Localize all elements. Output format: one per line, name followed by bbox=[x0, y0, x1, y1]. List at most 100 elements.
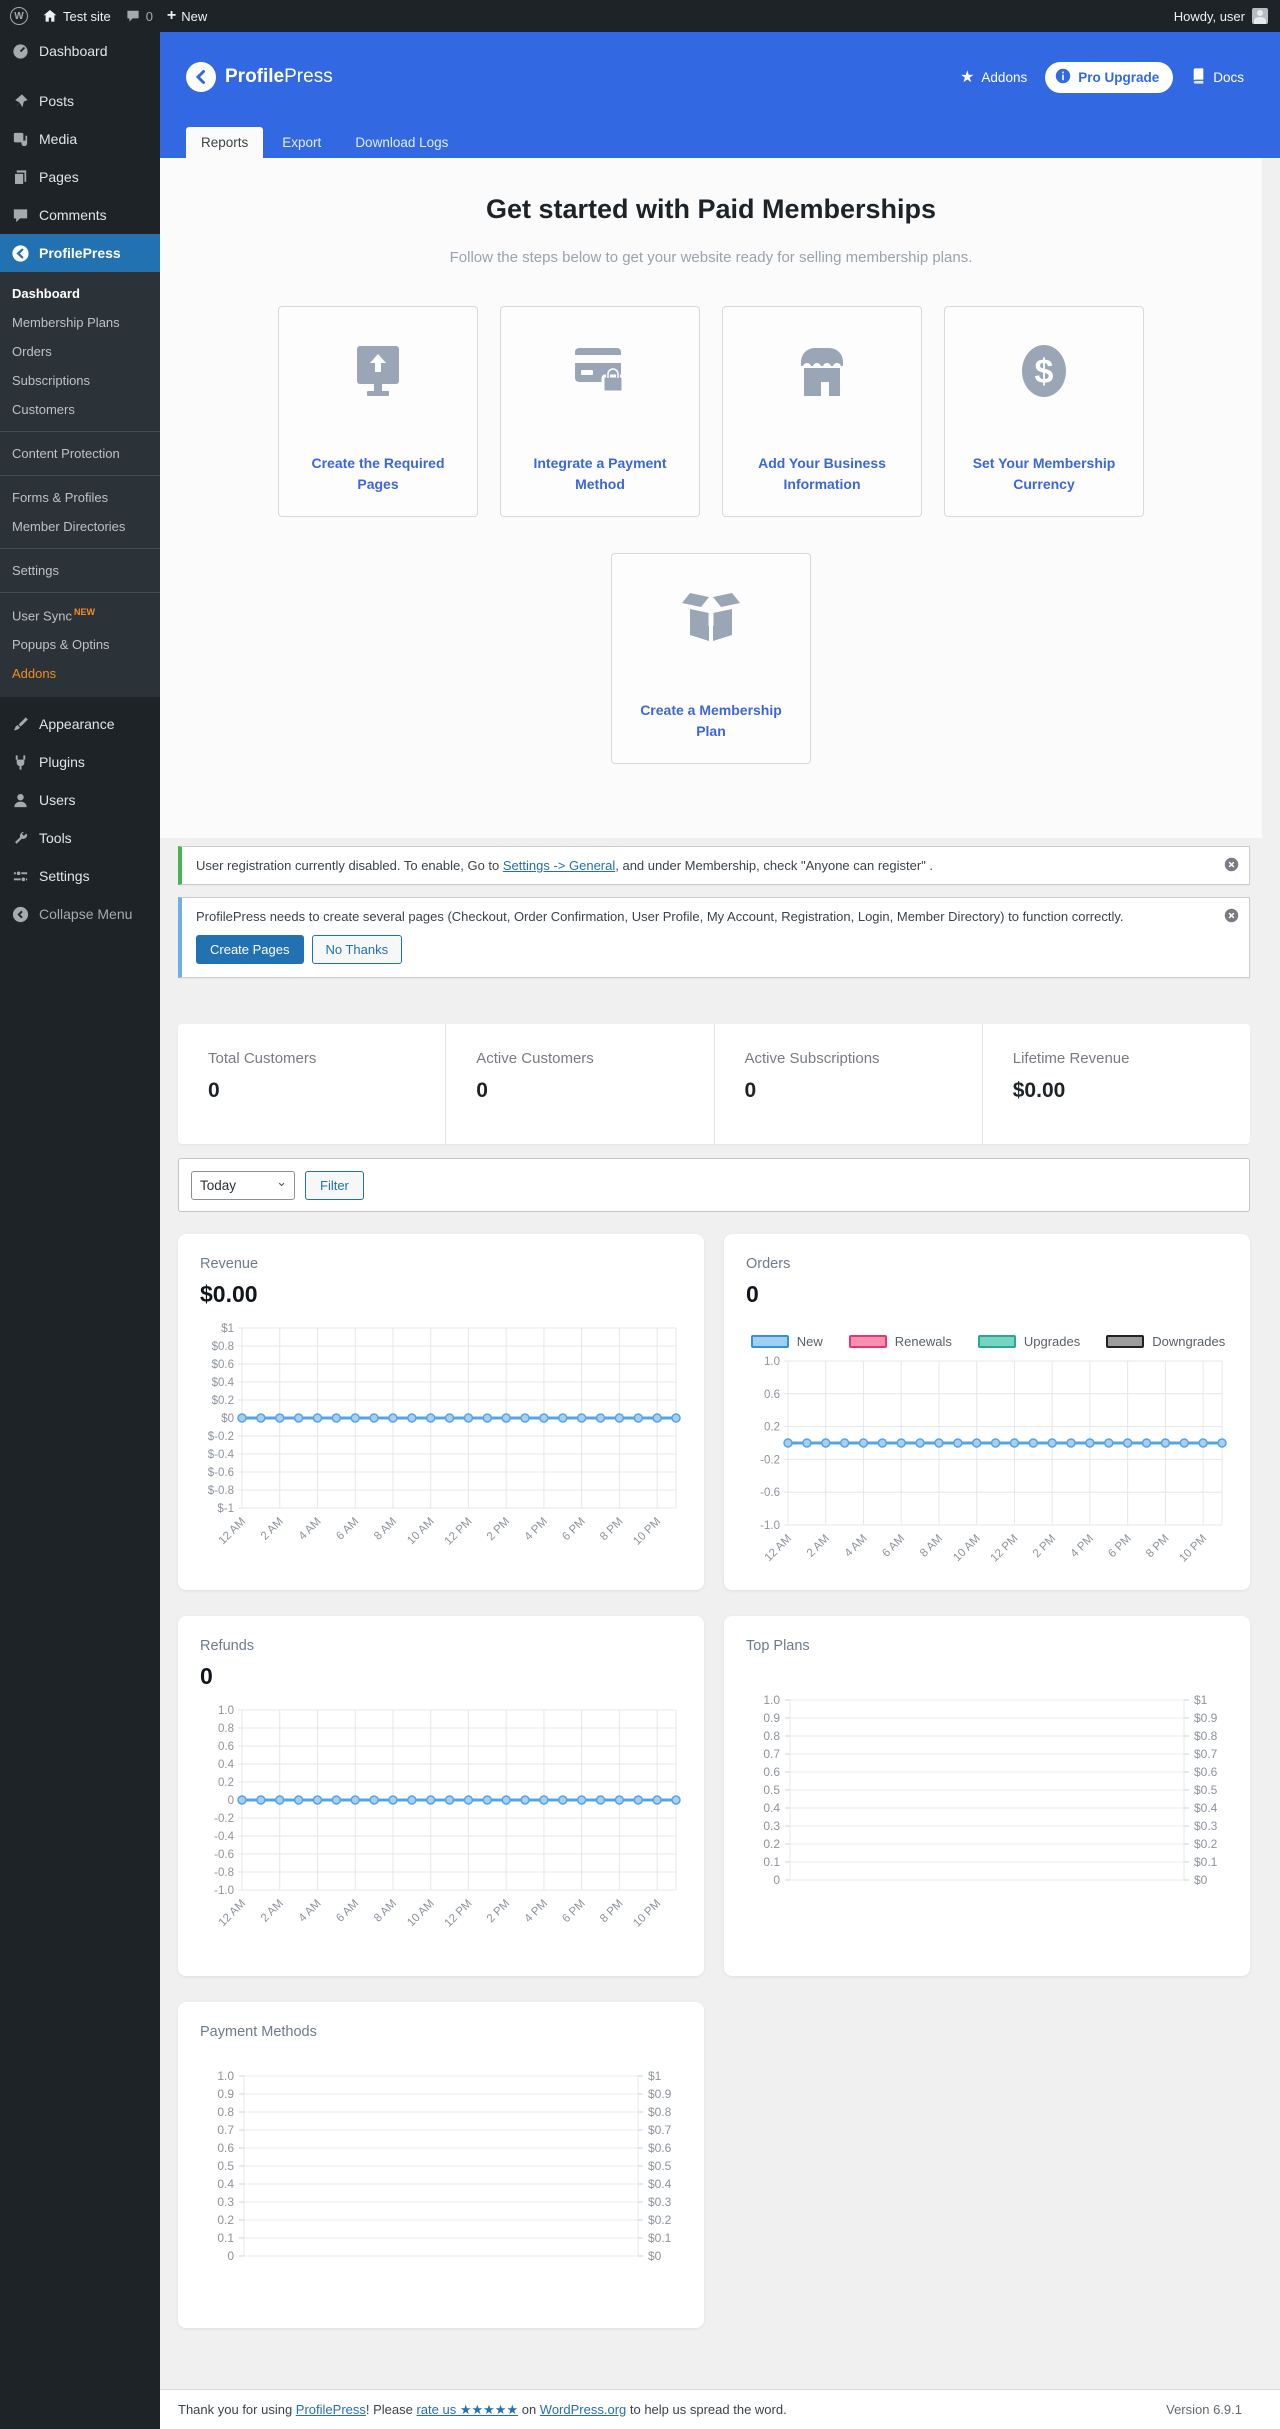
plus-icon: + bbox=[166, 7, 177, 24]
svg-text:6 PM: 6 PM bbox=[560, 1898, 587, 1925]
refunds-chart[interactable]: 1.0 0.8 0.6 0.4 0.2 0 -0.2 -0.4 -0.6 -0.8 -1.0 12 A… bbox=[200, 1700, 684, 1951]
dashboard-icon bbox=[10, 41, 30, 61]
filter-button[interactable]: Filter bbox=[305, 1170, 364, 1200]
svg-text:4 AM: 4 AM bbox=[843, 1533, 870, 1560]
dismiss-icon[interactable] bbox=[1224, 908, 1239, 926]
tab-export[interactable]: Export bbox=[282, 135, 322, 150]
home-icon bbox=[42, 8, 58, 24]
avatar[interactable] bbox=[1252, 8, 1268, 24]
submenu-item-content-protection[interactable]: Content Protection bbox=[12, 446, 120, 461]
top-plans-chart[interactable]: 1.0 $1 0.9 $0.9 0.8 $0.8 0.7 $0.7 0.6 $0.6 0.5 $0.5… bbox=[746, 1690, 1230, 1901]
svg-text:0.6: 0.6 bbox=[764, 1389, 780, 1401]
svg-text:12 AM: 12 AM bbox=[217, 1516, 249, 1548]
page-subtitle: Follow the steps below to get your websi… bbox=[449, 249, 973, 266]
settings-icon bbox=[10, 866, 30, 886]
submenu-item-orders[interactable]: Orders bbox=[12, 344, 52, 359]
svg-text:-1.0: -1.0 bbox=[760, 1520, 780, 1532]
dismiss-icon[interactable] bbox=[1224, 857, 1239, 875]
svg-text:0.1: 0.1 bbox=[763, 1855, 780, 1869]
rate-us-link[interactable]: rate us ★★★★★ bbox=[416, 2401, 519, 2417]
svg-text:$: $ bbox=[1035, 353, 1054, 391]
orders-chart[interactable]: 1.0 0.6 0.2 -0.2 -0.6 -1.0 12 AM 2 AM 4 AM 6 AM 8 … bbox=[746, 1351, 1230, 1586]
legend-item[interactable]: Renewals bbox=[848, 1334, 952, 1349]
comments-menu[interactable]: 0 bbox=[125, 8, 153, 24]
wordpress-org-link[interactable]: WordPress.org bbox=[539, 2401, 627, 2417]
sidebar-item-users[interactable]: Users bbox=[0, 781, 160, 819]
collapse-menu-button[interactable]: Collapse Menu bbox=[0, 895, 160, 933]
svg-text:$0.4: $0.4 bbox=[212, 1377, 235, 1389]
sidebar-item-comments[interactable]: Comments bbox=[0, 196, 160, 234]
svg-text:8 PM: 8 PM bbox=[598, 1516, 625, 1543]
card-create-required-pages[interactable]: Create the Required Pages bbox=[278, 306, 478, 517]
legend-item[interactable]: Upgrades bbox=[977, 1334, 1080, 1349]
svg-text:2 PM: 2 PM bbox=[485, 1516, 512, 1543]
svg-text:0.4: 0.4 bbox=[218, 1759, 235, 1771]
registration-disabled-notice: User registration currently disabled. To… bbox=[178, 846, 1250, 885]
submenu-item-settings[interactable]: Settings bbox=[12, 563, 59, 578]
card-create-membership-plan[interactable]: Create a Membership Plan bbox=[611, 553, 811, 764]
sidebar-item-settings[interactable]: Settings bbox=[0, 857, 160, 895]
site-name-menu[interactable]: Test site bbox=[42, 8, 111, 24]
credit-card-lock-icon bbox=[567, 340, 633, 407]
submenu-item-membership-plans[interactable]: Membership Plans bbox=[12, 315, 120, 330]
legend-item[interactable]: New bbox=[750, 1334, 823, 1349]
submenu-item-member-directories[interactable]: Member Directories bbox=[12, 519, 126, 534]
create-pages-button[interactable]: Create Pages bbox=[196, 935, 304, 964]
svg-text:1.0: 1.0 bbox=[218, 1705, 234, 1717]
svg-text:6 PM: 6 PM bbox=[1106, 1533, 1133, 1560]
sidebar-item-tools[interactable]: Tools bbox=[0, 819, 160, 857]
svg-text:-0.2: -0.2 bbox=[760, 1454, 780, 1466]
svg-text:$1: $1 bbox=[648, 2069, 662, 2083]
new-badge: NEW bbox=[73, 607, 95, 617]
submenu-item-addons[interactable]: Addons bbox=[12, 666, 57, 682]
revenue-chart[interactable]: $1 $0.8 $0.6 $0.4 $0.2 $0 $-0.2 $-0.4 $-0.6 $-0.8… bbox=[200, 1318, 684, 1569]
profilepress-link[interactable]: ProfilePress bbox=[295, 2401, 366, 2417]
submenu-item-dashboard[interactable]: Dashboard bbox=[12, 286, 80, 301]
svg-text:$-0.2: $-0.2 bbox=[208, 1431, 234, 1443]
sidebar-item-media[interactable]: Media bbox=[0, 120, 160, 158]
no-thanks-button[interactable]: No Thanks bbox=[311, 935, 403, 964]
sidebar-item-profilepress[interactable]: ProfilePress bbox=[0, 234, 160, 272]
divider bbox=[0, 592, 160, 593]
svg-text:0.4: 0.4 bbox=[217, 2177, 234, 2191]
sidebar-item-posts[interactable]: Posts bbox=[0, 82, 160, 120]
sidebar-item-plugins[interactable]: Plugins bbox=[0, 743, 160, 781]
svg-text:12 AM: 12 AM bbox=[763, 1533, 795, 1565]
submenu-item-forms-profiles[interactable]: Forms & Profiles bbox=[12, 490, 109, 505]
svg-text:$0.5: $0.5 bbox=[1194, 1783, 1218, 1797]
svg-text:4 PM: 4 PM bbox=[523, 1516, 550, 1543]
info-icon bbox=[1055, 68, 1071, 87]
docs-link[interactable]: Docs bbox=[1191, 67, 1244, 87]
sidebar-item-dashboard[interactable]: Dashboard bbox=[0, 32, 160, 70]
sidebar-item-appearance[interactable]: Appearance bbox=[0, 705, 160, 743]
tab-reports[interactable]: Reports bbox=[186, 127, 264, 158]
create-pages-notice: ProfilePress needs to create several pag… bbox=[178, 897, 1250, 978]
legend-item[interactable]: Downgrades bbox=[1106, 1334, 1225, 1349]
new-content-menu[interactable]: + New bbox=[167, 7, 207, 25]
card-set-membership-currency[interactable]: $ Set Your Membership Currency bbox=[944, 306, 1144, 517]
svg-text:-0.8: -0.8 bbox=[214, 1867, 234, 1879]
svg-text:$0: $0 bbox=[1194, 1873, 1208, 1887]
submenu-item-popups-optins[interactable]: Popups & Optins bbox=[12, 637, 110, 653]
card-integrate-payment-method[interactable]: Integrate a Payment Method bbox=[500, 306, 700, 517]
settings-general-link[interactable]: Settings -> General bbox=[502, 858, 616, 873]
submenu-item-user-sync[interactable]: User Sync NEW bbox=[12, 607, 95, 624]
payment-methods-chart[interactable]: 1.0 $1 0.9 $0.9 0.8 $0.8 0.7 $0.7 0.6 $0.6 0.5 $0.5… bbox=[200, 2066, 684, 2277]
submenu-item-customers[interactable]: Customers bbox=[12, 402, 75, 417]
svg-text:0: 0 bbox=[228, 1795, 234, 1807]
plugin-icon bbox=[10, 752, 30, 772]
svg-text:2 AM: 2 AM bbox=[259, 1516, 286, 1543]
revenue-chart-card: Revenue $0.00 $1 $0.8 $0.6 $0.4 $0.2 $0 $-0.2 $… bbox=[178, 1234, 704, 1590]
howdy-user[interactable]: Howdy, user bbox=[1173, 8, 1245, 24]
submenu-item-subscriptions[interactable]: Subscriptions bbox=[12, 373, 91, 388]
svg-text:$0.3: $0.3 bbox=[1194, 1819, 1218, 1833]
collapse-icon bbox=[10, 904, 30, 924]
addons-link[interactable]: ★ Addons bbox=[960, 69, 1028, 86]
svg-text:$-1: $-1 bbox=[217, 1503, 234, 1515]
wordpress-logo-icon[interactable]: W bbox=[10, 7, 28, 25]
tab-download-logs[interactable]: Download Logs bbox=[355, 135, 449, 150]
sidebar-item-pages[interactable]: Pages bbox=[0, 158, 160, 196]
period-select[interactable]: Today bbox=[191, 1170, 295, 1200]
pro-upgrade-button[interactable]: Pro Upgrade bbox=[1045, 61, 1174, 93]
card-add-business-information[interactable]: Add Your Business Information bbox=[722, 306, 922, 517]
